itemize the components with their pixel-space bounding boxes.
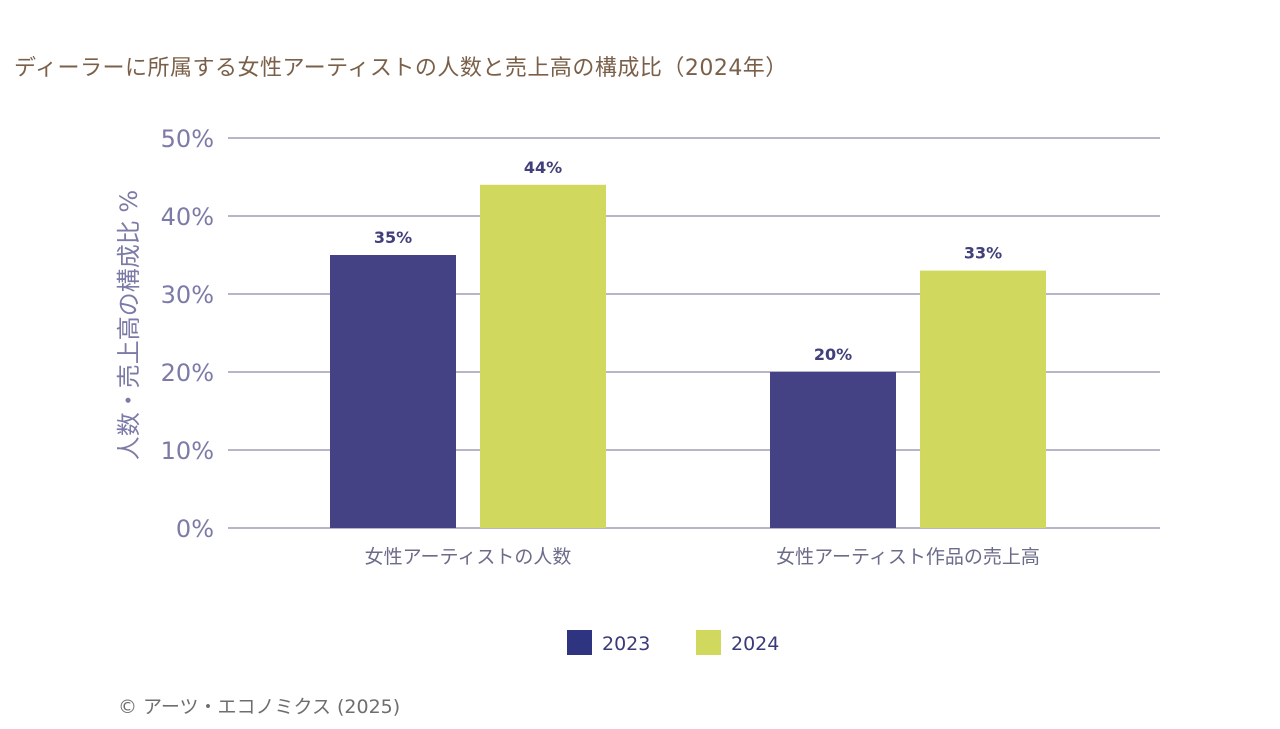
legend-swatch-2023 [567,630,592,655]
data-label: 44% [524,158,562,177]
data-label: 33% [964,244,1002,263]
legend-label: 2023 [602,633,650,655]
bar-2024 [480,184,606,529]
y-tick-label: 30% [161,281,214,309]
legend-swatch-2024 [696,630,721,655]
chart-title: ディーラーに所属する女性アーティストの人数と売上高の構成比（2024年） [14,56,788,81]
y-tick-label: 50% [161,125,214,153]
bar-2024 [920,270,1046,528]
bar-2023 [330,255,456,528]
bar-2023 [770,372,896,528]
x-category-label: 女性アーティストの人数 [365,546,572,568]
y-axis-label: 人数・売上高の構成比 % [115,190,143,460]
credit-text: © アーツ・エコノミクス (2025) [118,696,401,718]
data-label: 35% [374,228,412,247]
data-label: 20% [814,345,852,364]
y-tick-label: 40% [161,203,214,231]
legend-label: 2024 [731,633,779,655]
y-tick-label: 0% [176,515,214,543]
x-category-label: 女性アーティスト作品の売上高 [776,546,1040,568]
y-tick-label: 10% [161,437,214,465]
y-tick-label: 20% [161,359,214,387]
